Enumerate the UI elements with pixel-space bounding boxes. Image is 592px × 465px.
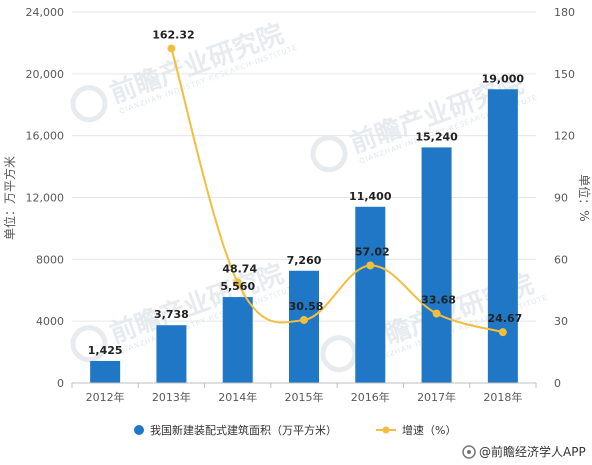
growth-value-label: 48.74 (222, 263, 257, 276)
growth-point (167, 44, 176, 53)
bar (156, 325, 187, 383)
bar-value-label: 7,260 (287, 254, 322, 267)
axes: 0 0 4000 30 8000 60 12,000 90 16,000 120 20,000 150… (26, 6, 576, 404)
y2-axis-title: 单位：% (577, 174, 592, 221)
legend-line-marker-dot (382, 426, 390, 434)
x-tick-label: 2014年 (218, 390, 257, 404)
x-tick-label: 2015年 (285, 390, 324, 404)
watermark-logo-icon (310, 135, 348, 173)
growth-value-label: 162.32 (152, 28, 194, 41)
growth-value-label: 57.02 (355, 245, 390, 258)
y2-tick-label: 30 (554, 315, 568, 328)
growth-value-label: 30.58 (289, 300, 324, 313)
x-tick-label: 2016年 (351, 390, 390, 404)
y-tick-label: 20,000 (26, 68, 65, 81)
y2-tick-label: 60 (554, 253, 568, 266)
growth-point (300, 315, 308, 324)
bar (222, 297, 253, 383)
bar-value-label: 19,000 (482, 72, 525, 85)
growth-line (167, 44, 507, 337)
legend-bar-marker (134, 425, 144, 435)
legend: 我国新建装配式建筑面积（万平方米） 增速（%） (134, 423, 456, 437)
y-tick-label: 4000 (36, 315, 64, 328)
data-labels: 1,425 3,738 5,560 7,260 11,400 15,240 19,000 16… (88, 28, 525, 357)
watermark-logo-icon (70, 325, 108, 363)
footer-text: @前瞻经济学人APP (479, 444, 586, 459)
bar (487, 89, 518, 384)
watermark-logo-icon (320, 335, 358, 373)
growth-point (498, 328, 507, 337)
y2-tick-label: 90 (554, 192, 568, 205)
footer-logo-dot (467, 450, 471, 454)
growth-point (432, 309, 441, 318)
y-tick-label: 8000 (36, 253, 64, 266)
bar-value-label: 1,425 (88, 344, 123, 357)
y2-tick-label: 0 (554, 377, 561, 390)
y-tick-label: 0 (57, 377, 64, 390)
bar-value-label: 5,560 (220, 280, 255, 293)
x-tick-label: 2018年 (483, 390, 522, 404)
growth-value-label: 33.68 (421, 294, 456, 307)
x-tick-label: 2013年 (152, 390, 191, 404)
y-axis-title: 单位：万平方米 (2, 156, 17, 240)
bar (355, 206, 386, 383)
bar (289, 270, 319, 383)
y-tick-label: 12,000 (26, 192, 65, 205)
y2-tick-label: 150 (554, 68, 575, 81)
x-tick-label: 2012年 (86, 390, 125, 404)
bars (90, 89, 518, 384)
watermark-logo-icon (70, 85, 108, 123)
growth-point (366, 261, 375, 270)
x-tick-label: 2017年 (417, 390, 456, 404)
y2-tick-label: 120 (554, 130, 575, 143)
footer: @前瞻经济学人APP (462, 444, 586, 459)
legend-line-label: 增速（%） (402, 423, 456, 437)
bar-value-label: 11,400 (349, 190, 392, 203)
bar-value-label: 3,738 (154, 308, 189, 321)
legend-bar-label: 我国新建装配式建筑面积（万平方米） (150, 423, 337, 437)
y2-tick-label: 180 (554, 6, 575, 19)
growth-point (233, 278, 242, 287)
y-tick-label: 24,000 (26, 6, 65, 19)
y-tick-label: 16,000 (26, 130, 65, 143)
growth-value-label: 24.67 (487, 312, 522, 325)
bar (421, 147, 452, 383)
bar-value-label: 15,240 (415, 130, 458, 143)
bar (90, 360, 121, 383)
footer-logo-icon (462, 445, 476, 459)
